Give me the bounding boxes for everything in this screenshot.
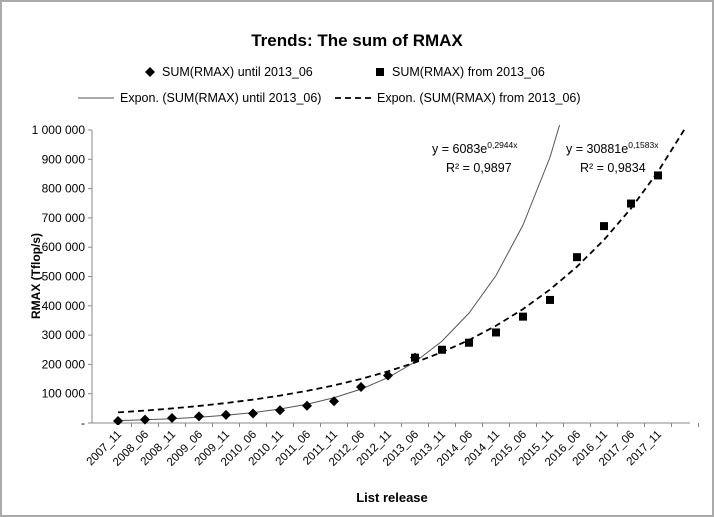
diamond-marker — [167, 413, 177, 424]
square-marker — [573, 253, 581, 262]
square-marker — [627, 199, 635, 208]
square-marker — [600, 222, 608, 231]
diamond-marker — [302, 400, 312, 411]
y-tick-label: 900 000 — [42, 152, 86, 166]
y-tick-label: 700 000 — [42, 211, 86, 225]
legend-marker — [145, 67, 155, 77]
y-tick-label: 500 000 — [42, 270, 86, 284]
diamond-marker — [113, 415, 123, 425]
diamond-marker — [356, 381, 366, 392]
x-axis-label: List release — [356, 490, 428, 505]
y-tick-label: 400 000 — [42, 299, 86, 313]
diamond-marker — [248, 408, 258, 419]
equation-exponent: 0,1583x — [628, 140, 659, 150]
y-tick-label: 800 000 — [42, 182, 86, 196]
diamond-marker — [140, 414, 150, 425]
plot-area — [113, 125, 686, 425]
legend-label: SUM(RMAX) until 2013_06 — [162, 65, 313, 79]
equation-base: y = 30881e — [566, 142, 628, 156]
r-squared: R² = 0,9897 — [446, 161, 512, 175]
equation-exponent: 0,2944x — [487, 140, 518, 150]
y-tick-label: 300 000 — [42, 328, 86, 342]
diamond-marker — [383, 370, 393, 381]
trend-line — [117, 125, 561, 422]
legend-marker — [376, 68, 384, 76]
square-marker — [411, 353, 419, 362]
legend-label: Expon. (SUM(RMAX) until 2013_06) — [120, 91, 321, 105]
square-marker — [546, 295, 554, 304]
diamond-marker — [275, 405, 285, 416]
square-marker — [519, 312, 527, 321]
square-marker — [465, 338, 473, 347]
equation: y = 30881e0,1583x — [566, 140, 659, 156]
square-marker — [654, 171, 662, 180]
legend-label: Expon. (SUM(RMAX) from 2013_06) — [377, 91, 581, 105]
square-marker — [438, 345, 446, 354]
square-marker — [492, 328, 500, 337]
diamond-marker — [194, 411, 204, 422]
legend-label: SUM(RMAX) from 2013_06 — [392, 65, 545, 79]
diamond-marker — [221, 409, 231, 420]
equation-base: y = 6083e — [432, 142, 487, 156]
trend-line — [117, 128, 686, 414]
equation: y = 6083e0,2944x — [432, 140, 518, 156]
y-tick-label: 100 000 — [42, 387, 86, 401]
chart-title: Trends: The sum of RMAX — [251, 31, 463, 50]
r-squared: R² = 0,9834 — [580, 161, 646, 175]
y-tick-label: 1 000 000 — [32, 123, 86, 137]
y-tick-label: - — [81, 416, 85, 430]
y-tick-label: 200 000 — [42, 357, 86, 371]
diamond-marker — [329, 396, 339, 407]
y-axis-label: RMAX (Tflop/s) — [29, 233, 43, 319]
y-tick-label: 600 000 — [42, 240, 86, 254]
